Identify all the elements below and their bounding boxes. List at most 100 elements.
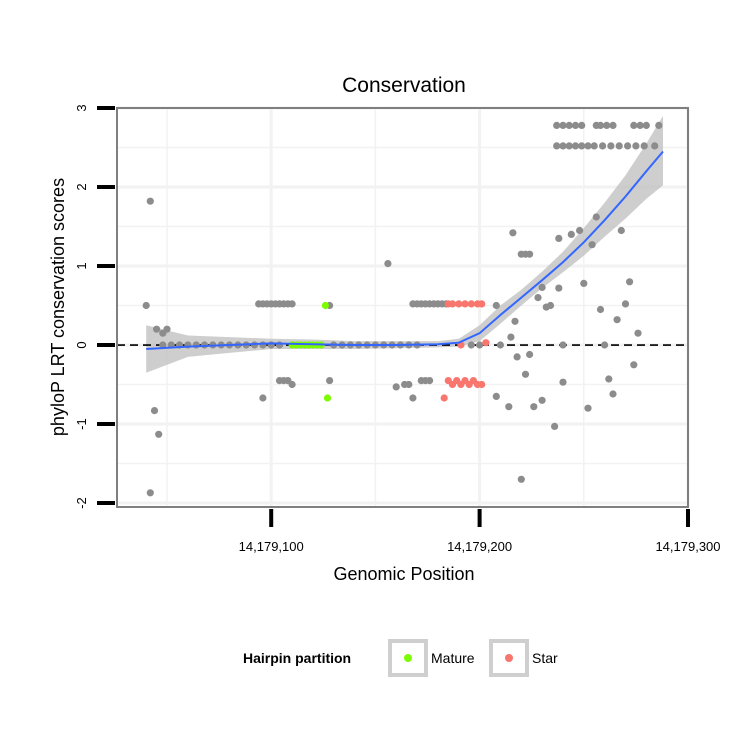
point-other [571, 121, 580, 129]
point-other [405, 380, 413, 389]
point-other [288, 300, 296, 308]
point-other [192, 341, 200, 349]
point-other [513, 353, 521, 361]
point-other [559, 378, 567, 386]
point-other [142, 301, 150, 310]
point-other [559, 341, 567, 349]
point-other [605, 375, 613, 383]
point-other [521, 370, 530, 378]
legend-label-mature: Mature [431, 650, 475, 666]
point-other [580, 279, 588, 287]
point-other [259, 341, 267, 349]
point-other [642, 121, 650, 129]
point-mature [323, 394, 332, 402]
point-other [630, 121, 638, 129]
point-other [288, 380, 296, 389]
legend-label-star: Star [532, 650, 558, 666]
y-axis: -2 -1 0 1 2 3 [74, 104, 115, 509]
point-other [153, 325, 161, 333]
point-other [559, 142, 567, 150]
point-other [630, 361, 638, 369]
legend-title: Hairpin partition [243, 650, 351, 666]
point-other [555, 234, 563, 242]
legend-dot-star [505, 654, 513, 662]
point-other [632, 142, 640, 150]
y-axis-title: phyloP LRT conservation scores [48, 178, 68, 436]
point-other [159, 341, 167, 349]
x-tick-label: 14,179,200 [447, 539, 512, 554]
point-other [553, 142, 561, 150]
point-other [155, 430, 163, 438]
point-other [467, 341, 475, 349]
point-other [526, 350, 534, 359]
point-other [596, 121, 605, 129]
point-other [505, 403, 513, 411]
point-other [534, 294, 542, 302]
point-other [538, 283, 546, 291]
point-other [592, 213, 600, 221]
point-other [163, 325, 171, 333]
point-other [259, 394, 267, 402]
point-other [146, 489, 154, 497]
point-other [567, 230, 575, 238]
legend: Hairpin partition Mature Star [243, 639, 558, 677]
point-other [551, 422, 559, 430]
point-mature [321, 301, 329, 310]
point-other [617, 226, 625, 235]
point-star [482, 339, 490, 347]
point-other [146, 197, 154, 205]
point-other [599, 142, 607, 150]
point-other [607, 142, 615, 150]
point-star [455, 300, 463, 308]
point-other [546, 301, 555, 310]
y-tick-label: -2 [74, 497, 89, 509]
x-axis-title: Genomic Position [333, 564, 474, 584]
y-tick-label: 0 [74, 341, 89, 348]
point-other [565, 142, 573, 150]
point-other [496, 341, 504, 349]
point-other [601, 341, 609, 349]
y-tick-label: -1 [74, 418, 89, 430]
point-other [609, 390, 617, 398]
point-other [621, 300, 630, 308]
point-other [559, 121, 567, 129]
point-other [578, 142, 586, 150]
panel-border [116, 107, 689, 508]
point-other [634, 329, 642, 337]
point-other [596, 305, 605, 314]
point-other [409, 394, 417, 402]
x-tick-label: 14,179,300 [655, 539, 720, 554]
x-axis: 14,179,100 14,179,200 14,179,300 [239, 509, 721, 554]
y-tick-label: 2 [74, 183, 89, 190]
point-other [588, 241, 596, 249]
point-other [584, 142, 592, 150]
smooth-line-layer [146, 150, 664, 350]
point-other [584, 404, 592, 412]
point-other [553, 121, 561, 129]
point-other [530, 403, 538, 411]
panel-background [117, 108, 688, 507]
point-star [478, 300, 486, 308]
point-other [509, 229, 517, 237]
point-other [603, 121, 611, 129]
smooth-trend-line [146, 150, 664, 350]
point-other [384, 260, 392, 268]
point-other [511, 317, 519, 325]
point-other [275, 341, 284, 349]
y-tick-label: 1 [74, 262, 89, 269]
y-tick-label: 3 [74, 104, 89, 111]
point-other [651, 142, 659, 150]
point-other [392, 383, 400, 391]
point-other [565, 121, 573, 129]
point-other [640, 142, 648, 150]
point-other [492, 301, 500, 310]
point-other [526, 250, 534, 258]
legend-dot-mature [404, 654, 412, 662]
x-tick-label: 14,179,100 [239, 539, 304, 554]
point-other [576, 226, 584, 235]
point-star [461, 300, 469, 308]
point-other [571, 142, 580, 150]
point-star [478, 380, 486, 389]
point-other [507, 333, 515, 341]
